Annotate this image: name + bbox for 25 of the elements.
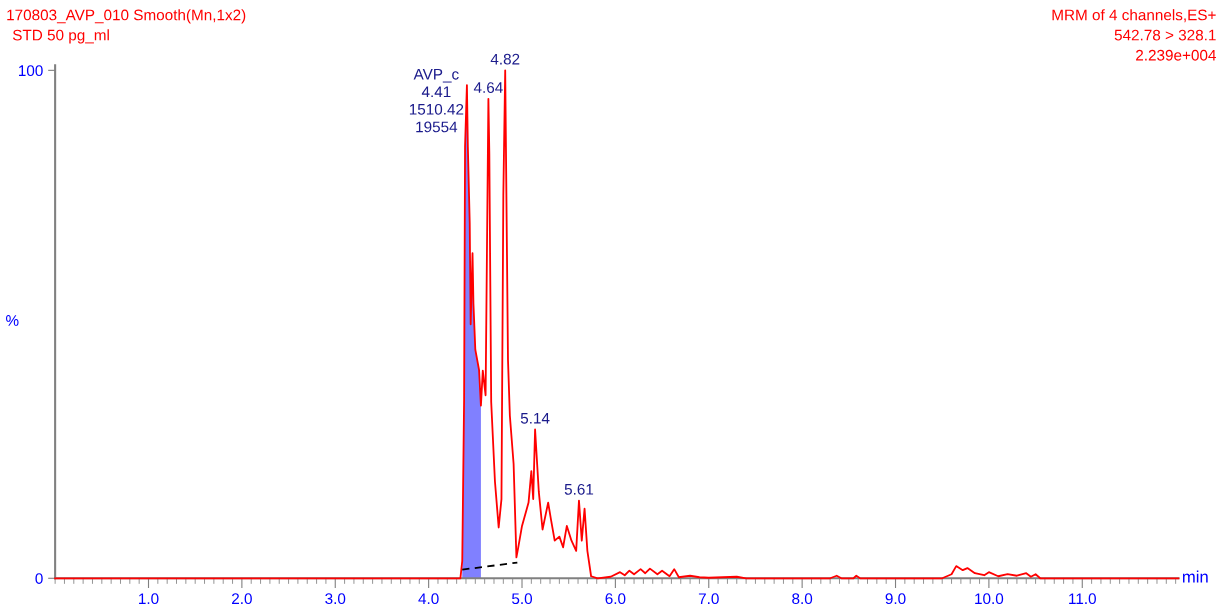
annotation: 5.14 — [520, 413, 550, 424]
x-tick-label: 2.0 — [232, 593, 252, 605]
y-tick-label: 0 — [35, 573, 43, 584]
chart-subtitle: STD 50 pg_ml — [12, 29, 109, 44]
x-tick-label: 3.0 — [325, 593, 346, 605]
x-tick-label: 10.0 — [975, 593, 1004, 605]
x-tick-label: 7.0 — [698, 593, 719, 605]
x-tick-label: 11.0 — [1069, 593, 1096, 605]
text: MRM of 4 channels,ES+ — [1052, 9, 1216, 23]
chart-title: 170803_AVP_010 Smooth(Mn,1x2) — [7, 9, 246, 24]
annotation: AVP_c 4.41 1510.42 19554 — [409, 68, 464, 133]
annotation: 4.64 — [473, 82, 503, 93]
y-tick-label: 100 — [19, 65, 43, 77]
x-axis-title: min — [1182, 570, 1208, 583]
x-tick-label: 8.0 — [792, 593, 813, 605]
annotation: 5.61 — [564, 483, 594, 495]
text: 2.239e+004 — [1136, 49, 1216, 61]
x-tick-label: 1.0 — [139, 593, 159, 605]
annotation: 4.82 — [490, 53, 520, 65]
y-axis-title: % — [6, 315, 19, 326]
x-tick-label: 4.0 — [418, 593, 439, 605]
x-tick-label: 5.0 — [512, 593, 533, 605]
x-tick-label: 6.0 — [605, 593, 626, 605]
x-tick-label: 9.0 — [885, 593, 906, 605]
text: 542.78 > 328.1 — [1114, 29, 1216, 41]
